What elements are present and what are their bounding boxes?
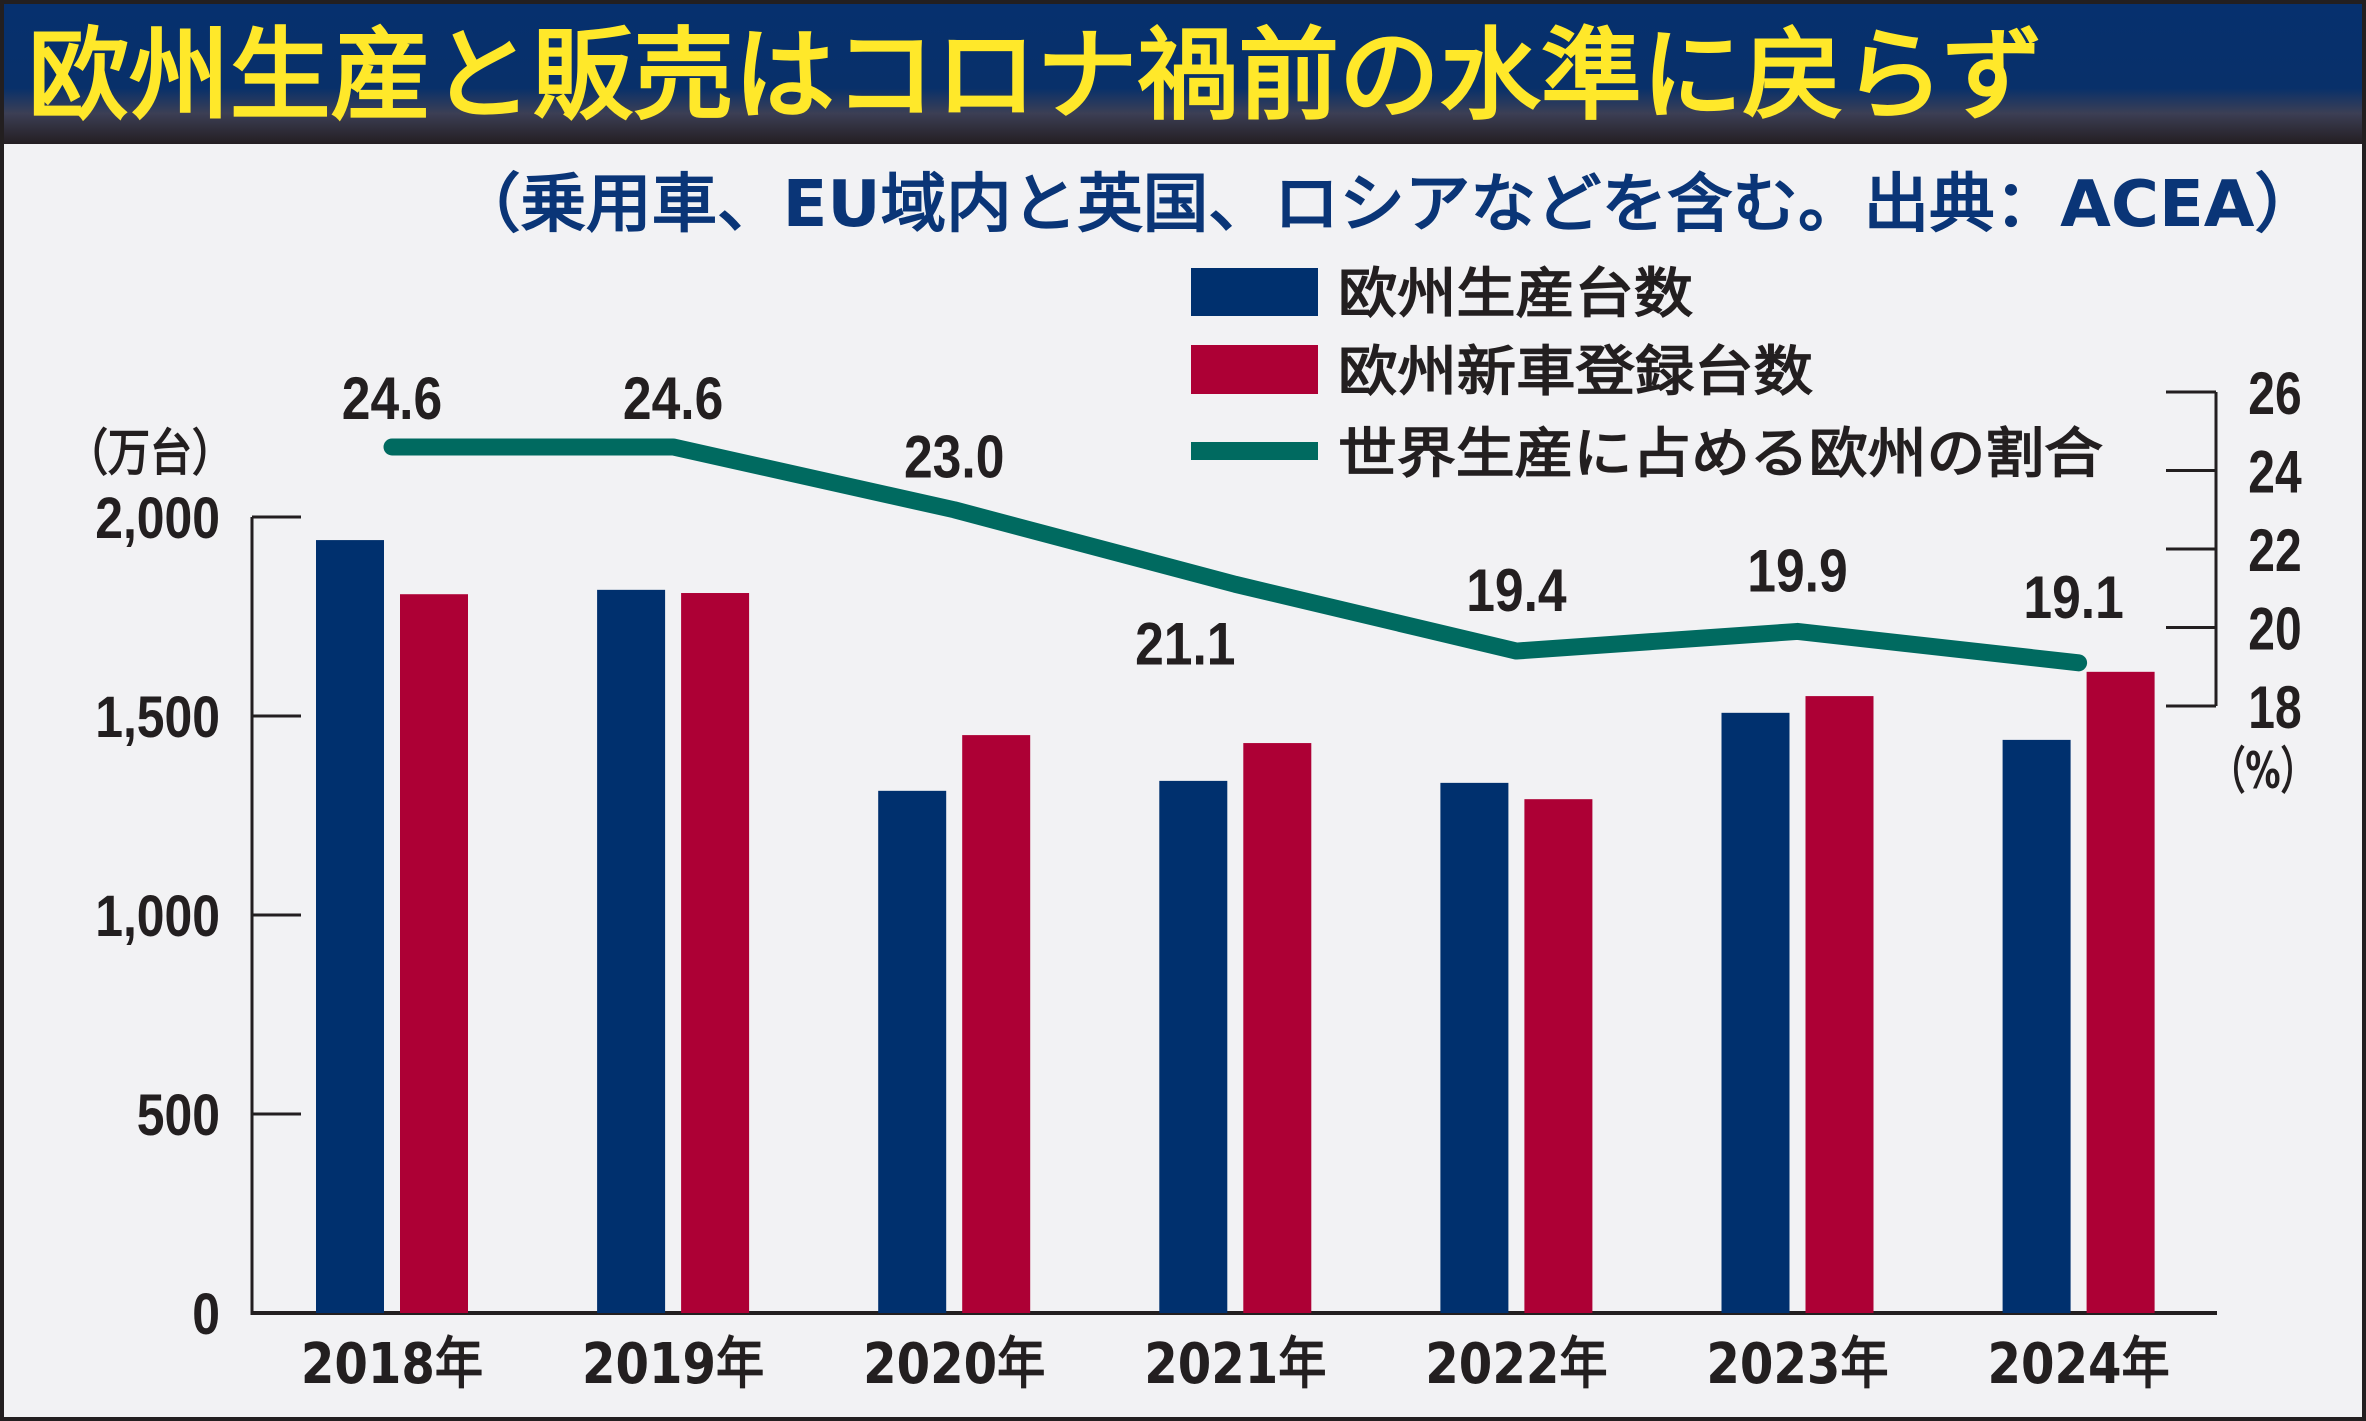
share-line-point [2077, 661, 2080, 664]
share-data-label: 21.1 [1135, 610, 1235, 678]
share-data-label: 19.9 [1747, 537, 1847, 605]
legend-swatch-production [1191, 268, 1318, 316]
share-line-layer [383, 438, 2088, 672]
left-axis-tick-label: 2,000 [95, 487, 220, 551]
right-axis-unit-label: （%） [2210, 742, 2316, 800]
x-axis-tick-label: 2019年 [582, 1333, 764, 1397]
share-line-point [672, 445, 675, 448]
bar-registration [1524, 799, 1593, 1313]
share-line-point [391, 445, 393, 448]
axes: 0 500 1,000 1,500 2,000 18 20 22 24 26 [95, 360, 2301, 1347]
left-axis-tick-label: 0 [192, 1283, 220, 1347]
share-line-point [953, 508, 956, 511]
x-axis-tick-label: 2021年 [1144, 1333, 1326, 1397]
bars [316, 540, 2155, 1313]
bar-production [1721, 712, 1790, 1313]
legend-item-production: 欧州生産台数 [1191, 262, 1693, 325]
bar-production [2002, 739, 2071, 1313]
share-line-point [1234, 583, 1237, 586]
x-axis-tick-label: 2022年 [1425, 1333, 1607, 1397]
share-data-label: 19.4 [1466, 556, 1566, 624]
bar-registration [962, 735, 1031, 1313]
chart-title: 欧州生産と販売はコロナ禍前の水準に戻らず [28, 17, 2043, 134]
labels: 2018年 2019年 2020年 2021年 2022年 2023年 2024年 24.6 2… [301, 364, 2170, 1397]
share-data-label: 19.1 [2023, 563, 2123, 631]
legend: 欧州生産台数 欧州新車登録台数 世界生産に占める欧州の割合 [1191, 262, 2103, 485]
right-axis-tick-label: 22 [2248, 517, 2301, 584]
chart-subtitle: （乗用車、EU域内と英国、ロシアなどを含む。出典：ACEA） [455, 168, 2320, 242]
bar-production [1159, 780, 1228, 1313]
bar-registration [2086, 671, 2155, 1313]
left-axis-tick-label: 1,500 [95, 686, 220, 750]
share-line-point [1796, 630, 1799, 633]
share-data-label: 24.6 [342, 364, 442, 432]
legend-item-share: 世界生産に占める欧州の割合 [1191, 422, 2103, 485]
legend-label-registration: 欧州新車登録台数 [1338, 340, 1813, 403]
bar-registration [1243, 743, 1312, 1313]
legend-label-production: 欧州生産台数 [1338, 262, 1693, 325]
bar-registration [681, 593, 750, 1313]
legend-swatch-share [1191, 442, 1318, 460]
share-data-label: 23.0 [904, 423, 1004, 491]
title-bar [4, 4, 2362, 144]
bar-production [878, 790, 947, 1313]
legend-item-registration: 欧州新車登録台数 [1191, 340, 1813, 403]
right-axis-tick-label: 20 [2248, 595, 2301, 662]
right-axis-tick-label: 18 [2248, 674, 2301, 741]
share-data-label: 24.6 [623, 364, 723, 432]
legend-swatch-registration [1191, 345, 1318, 394]
left-axis-unit-label: （万台） [66, 424, 234, 482]
bar-production [597, 589, 666, 1313]
share-line-point [1515, 650, 1518, 653]
bar-registration [400, 594, 468, 1313]
x-axis-tick-label: 2024年 [1988, 1333, 2170, 1397]
legend-label-share: 世界生産に占める欧州の割合 [1338, 422, 2103, 485]
right-axis-tick-label: 26 [2248, 360, 2301, 427]
right-axis-tick-label: 24 [2248, 438, 2301, 505]
bar-production [1440, 782, 1509, 1313]
x-axis-tick-label: 2018年 [301, 1333, 483, 1397]
left-axis-tick-label: 1,000 [95, 885, 220, 949]
x-axis-tick-label: 2020年 [863, 1333, 1045, 1397]
bar-production [316, 540, 384, 1313]
x-axis-tick-label: 2023年 [1706, 1333, 1888, 1397]
left-axis-tick-label: 500 [137, 1084, 220, 1148]
bar-registration [1805, 696, 1874, 1313]
